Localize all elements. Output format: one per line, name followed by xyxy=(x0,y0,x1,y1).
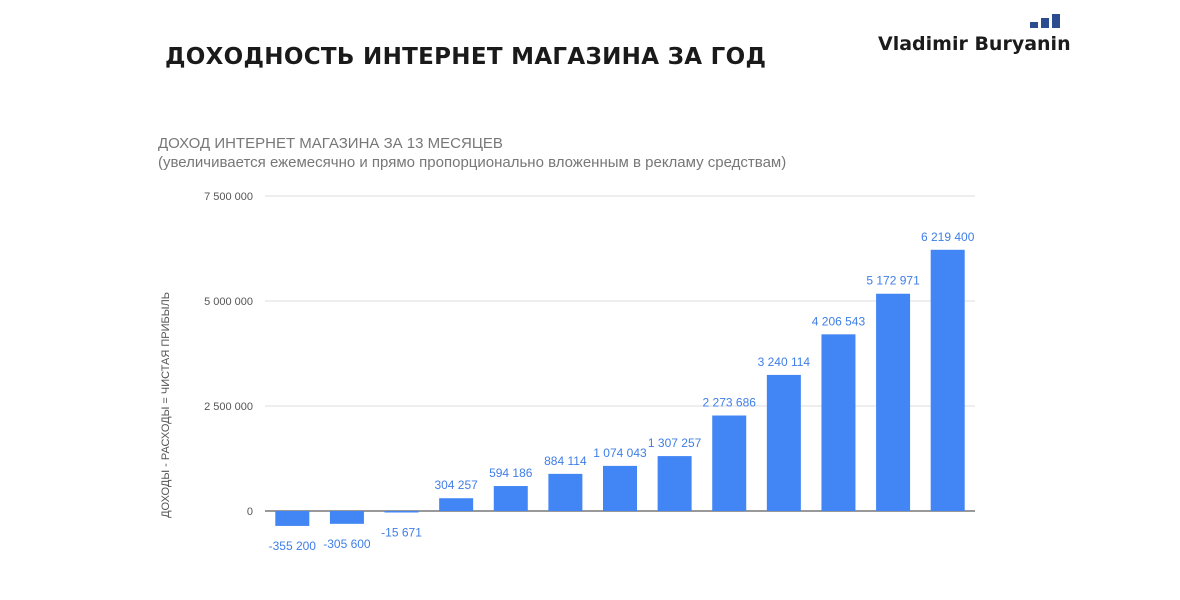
brand-logo: Vladimir Buryanin xyxy=(878,10,1071,60)
bar xyxy=(712,415,747,511)
bar xyxy=(384,511,419,513)
data-label: -305 600 xyxy=(323,537,371,551)
bar xyxy=(493,486,528,511)
data-label: 884 114 xyxy=(544,454,587,468)
chart-subtitle: (увеличивается ежемесячно и прямо пропор… xyxy=(158,154,786,171)
bar xyxy=(876,293,911,511)
data-label: 6 219 400 xyxy=(921,230,975,244)
data-label: 1 307 257 xyxy=(648,436,702,450)
bar xyxy=(439,498,474,511)
y-tick-label: 2 500 000 xyxy=(204,401,253,413)
bar xyxy=(821,334,856,511)
page-title: ДОХОДНОСТЬ ИНТЕРНЕТ МАГАЗИНА ЗА ГОД xyxy=(165,44,767,70)
data-label: 1 074 043 xyxy=(593,446,647,460)
y-tick-label: 0 xyxy=(247,506,253,518)
data-label: 3 240 114 xyxy=(758,355,811,369)
bar xyxy=(657,456,692,511)
y-tick-label: 7 500 000 xyxy=(204,191,253,203)
data-label: 5 172 971 xyxy=(866,274,920,288)
brand-mark-icon xyxy=(1030,14,1060,32)
data-label: 2 273 686 xyxy=(703,396,757,410)
gridlines: 0 2 500 000 5 000 000 7 500 000 xyxy=(204,191,975,518)
chart-title: ДОХОД ИНТЕРНЕТ МАГАЗИНА ЗА 13 МЕСЯЦЕВ xyxy=(158,135,503,152)
y-tick-label: 5 000 000 xyxy=(204,296,253,308)
bars xyxy=(275,249,965,526)
brand-name: Vladimir Buryanin xyxy=(878,33,1071,55)
bar xyxy=(766,374,801,511)
bar xyxy=(930,249,965,511)
data-label: 594 186 xyxy=(489,466,533,480)
data-label: -15 671 xyxy=(381,526,422,540)
bar xyxy=(603,465,637,511)
y-axis-label: ДОХОДЫ - РАСХОДЫ = ЧИСТАЯ ПРИБЫЛЬ xyxy=(160,292,172,518)
bar xyxy=(548,473,583,511)
bar xyxy=(329,511,364,524)
data-label: 4 206 543 xyxy=(812,314,866,328)
data-label: -355 200 xyxy=(269,539,317,553)
data-label: 304 257 xyxy=(434,478,478,492)
data-labels: -355 200 -305 600 -15 671 304 257 594 186 884… xyxy=(269,230,975,553)
bar xyxy=(275,511,310,526)
